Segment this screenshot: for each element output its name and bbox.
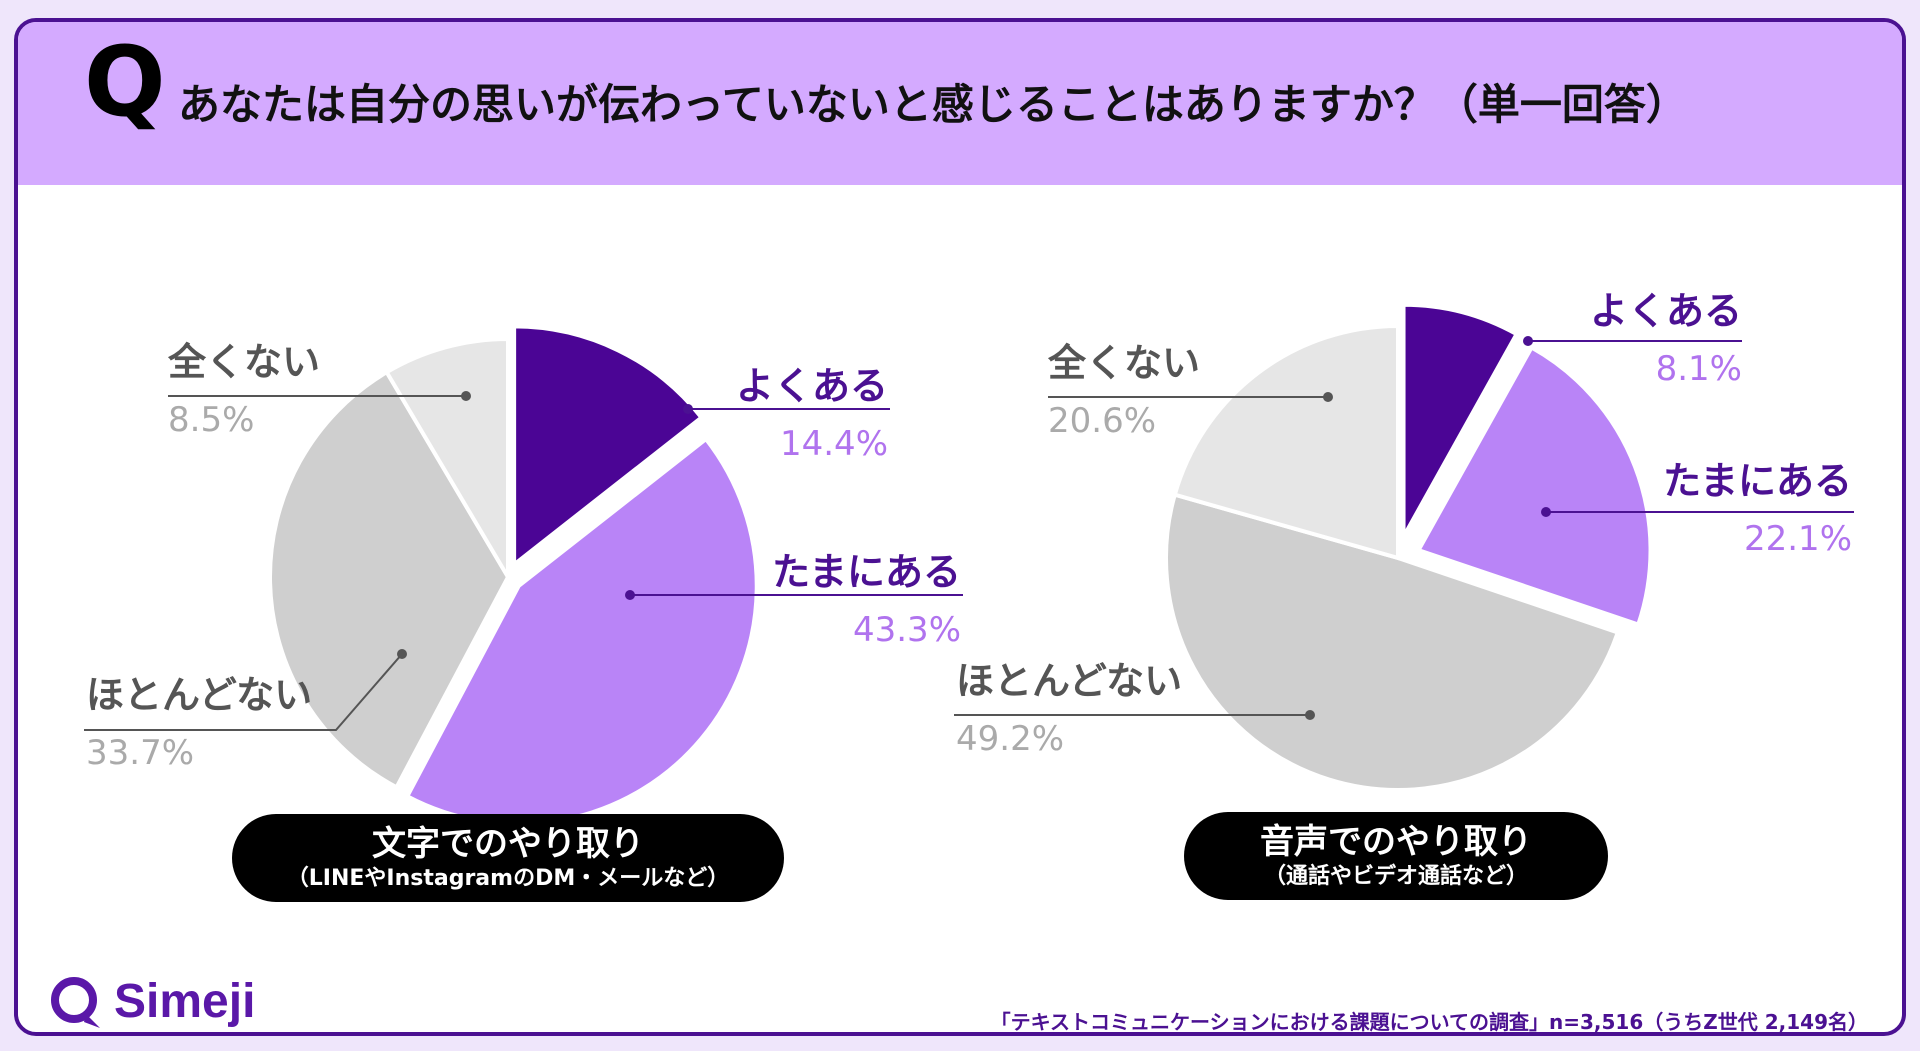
leader-dot-tamani-aru (1541, 507, 1551, 517)
slice-label-tamani-aru: たまにある (1663, 459, 1852, 503)
pie-charts: よくある14.4%たまにある43.3%ほとんどない33.7%全くない8.5%よく… (84, 289, 1854, 826)
caption-pill-text: 文字でのやり取り （LINEやInstagramのDM・メールなど） (232, 814, 784, 902)
leader-dot-tamani-aru (625, 590, 635, 600)
source-footnote: 「テキストコミュニケーションにおける課題についての調査」n=3,516（うちZ世… (990, 1010, 1868, 1034)
slice-yoku-aru (512, 324, 705, 569)
slice-value-hotondo-nai: 49.2% (956, 719, 1064, 759)
pie-chart-text: よくある 14.4% たまにある 43.3% ほとんどない 33.7% 全くない 8.5% (84, 324, 963, 826)
leader-dot-mattaku-nai (1323, 392, 1333, 402)
slice-label-hotondo-nai: ほとんどない (956, 659, 1182, 703)
logo-text: Simeji (114, 975, 256, 1028)
leader-dot-hotondo-nai (1305, 710, 1315, 720)
caption-subtitle: （LINEやInstagramのDM・メールなど） (286, 865, 730, 891)
q-mark: Q (84, 26, 166, 138)
question-text: あなたは自分の思いが伝わっていないと感じることはありますか？（単一回答） (178, 80, 1688, 129)
caption-title: 文字でのやり取り (372, 824, 644, 864)
survey-card: Q あなたは自分の思いが伝わっていないと感じることはありますか？（単一回答） よ… (14, 18, 1906, 1036)
slice-label-mattaku-nai: 全くない (167, 340, 320, 384)
slice-hotondo-nai (1163, 492, 1621, 793)
slice-yoku-aru (1401, 302, 1520, 545)
slice-value-tamani-aru: 43.3% (853, 610, 961, 650)
caption-title: 音声でのやり取り (1260, 822, 1532, 862)
speech-bubble-icon (51, 977, 100, 1028)
slice-label-yoku-aru: よくある (736, 364, 888, 408)
slice-value-mattaku-nai: 8.5% (168, 400, 254, 440)
caption-pill-voice: 音声でのやり取り （通話やビデオ通話など） (1184, 812, 1608, 900)
slice-label-tamani-aru: たまにある (772, 550, 961, 594)
slice-value-hotondo-nai: 33.7% (86, 733, 194, 773)
pie-chart-voice: よくある 8.1% たまにある 22.1% ほとんどない 49.2% 全くない 20.6% (954, 289, 1854, 793)
slice-value-yoku-aru: 8.1% (1656, 349, 1742, 389)
slice-label-yoku-aru: よくある (1590, 289, 1742, 333)
slice-tamani-aru (1415, 344, 1653, 628)
simeji-logo: Simeji (46, 972, 255, 1032)
slice-value-tamani-aru: 22.1% (1744, 519, 1852, 559)
leader-line-hotondo-nai (84, 653, 403, 731)
leader-dot-yoku-aru (1523, 336, 1533, 346)
question-header: Q あなたは自分の思いが伝わっていないと感じることはありますか？（単一回答） (18, 22, 1902, 185)
slice-mattaku-nai (1172, 323, 1400, 561)
leader-dot-yoku-aru (683, 404, 693, 414)
slice-label-mattaku-nai: 全くない (1047, 341, 1200, 385)
slice-value-yoku-aru: 14.4% (780, 424, 888, 464)
slice-label-hotondo-nai: ほとんどない (86, 673, 312, 717)
slice-hotondo-nai (268, 369, 511, 790)
slice-value-mattaku-nai: 20.6% (1048, 401, 1156, 441)
slice-mattaku-nai (383, 336, 510, 585)
leader-dot-mattaku-nai (461, 391, 471, 401)
caption-subtitle: （通話やビデオ通話など） (1263, 863, 1528, 889)
leader-dot-hotondo-nai (397, 649, 407, 659)
